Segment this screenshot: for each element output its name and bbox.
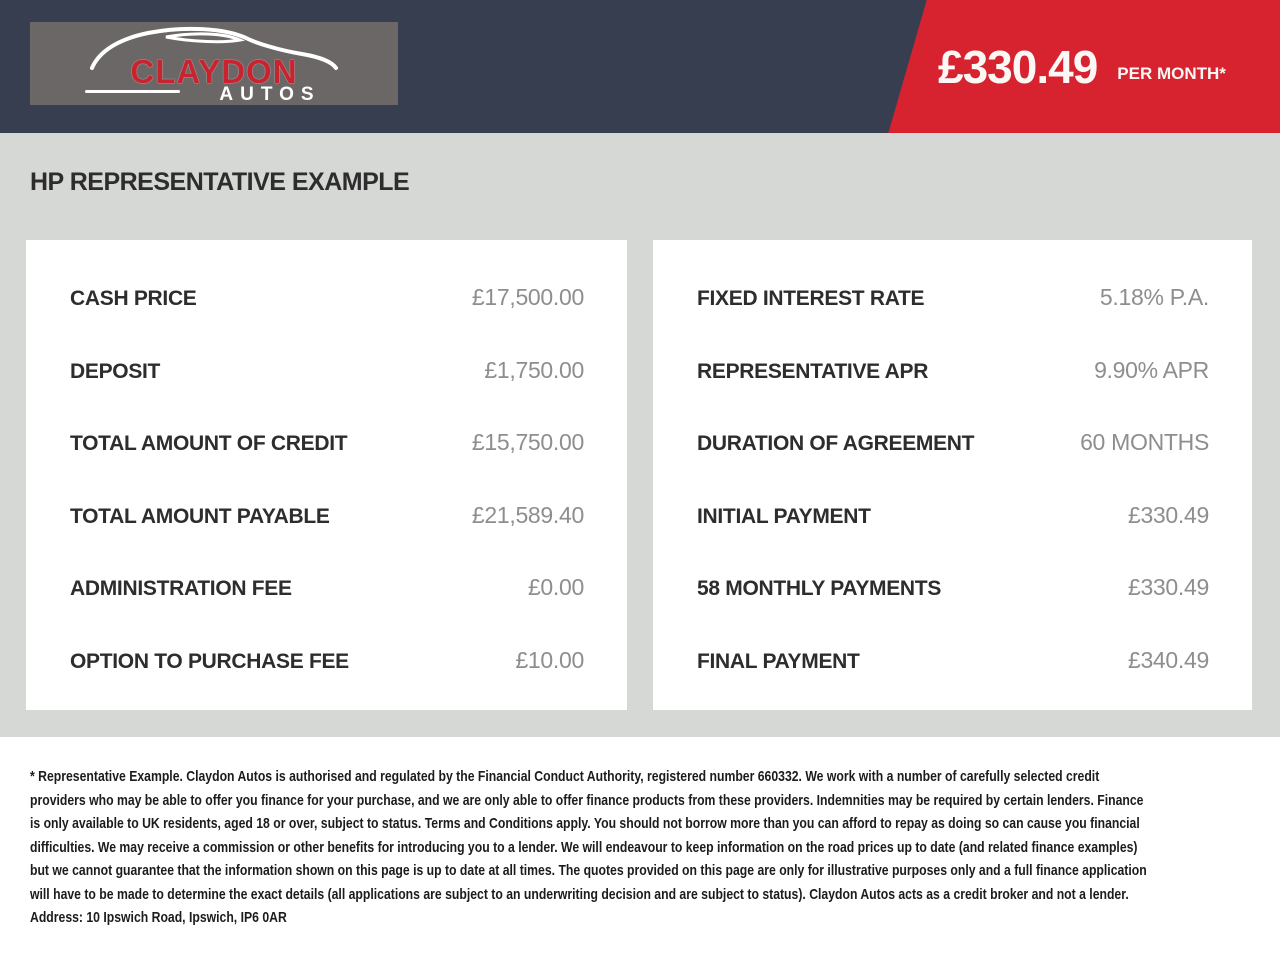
finance-row-label: FIXED INTEREST RATE xyxy=(697,287,925,310)
finance-row-label: OPTION TO PURCHASE FEE xyxy=(70,649,349,673)
finance-row-value: £340.49 xyxy=(1127,646,1209,673)
finance-row-label: 58 MONTHLY PAYMENTS xyxy=(697,577,942,601)
footer: * Representative Example. Claydon Autos … xyxy=(0,737,1280,960)
dealer-logo: CLAYDON AUTOS xyxy=(30,22,398,105)
finance-row-value: 5.18% P.A. xyxy=(1099,284,1209,310)
finance-row-value: £21,589.40 xyxy=(471,501,584,528)
finance-row: FINAL PAYMENT £340.49 xyxy=(697,647,1209,674)
finance-row-value: £10.00 xyxy=(515,646,584,673)
price-banner xyxy=(888,0,1280,133)
finance-row-label: INITIAL PAYMENT xyxy=(697,504,871,528)
finance-row: REPRESENTATIVE APR 9.90% APR xyxy=(697,357,1209,384)
page-title: HP REPRESENTATIVE EXAMPLE xyxy=(30,168,410,196)
finance-row-label: DURATION OF AGREEMENT xyxy=(697,432,975,456)
finance-row: DURATION OF AGREEMENT 60 MONTHS xyxy=(697,429,1209,456)
header: £330.49 PER MONTH* CLAYDON AUTOS xyxy=(0,0,1280,133)
logo-swoosh xyxy=(85,90,180,93)
finance-row: 58 MONTHLY PAYMENTS £330.49 xyxy=(697,574,1209,601)
monthly-price: £330.49 PER MONTH* xyxy=(938,0,1226,133)
finance-row-label: REPRESENTATIVE APR xyxy=(697,359,929,383)
finance-row-value: 60 MONTHS xyxy=(1080,429,1209,456)
logo-sub-text: AUTOS xyxy=(219,84,321,105)
finance-row: TOTAL AMOUNT PAYABLE £21,589.40 xyxy=(70,502,584,529)
finance-row-label: ADMINISTRATION FEE xyxy=(70,577,292,601)
finance-panel-left: CASH PRICE £17,500.00 DEPOSIT £1,750.00 … xyxy=(26,240,627,710)
monthly-price-suffix: PER MONTH* xyxy=(1117,63,1226,83)
logo-brand-text: CLAYDON xyxy=(130,53,298,90)
finance-row: CASH PRICE £17,500.00 xyxy=(70,284,584,311)
finance-row-label: FINAL PAYMENT xyxy=(697,649,860,673)
finance-row-value: £15,750.00 xyxy=(471,429,584,456)
finance-row-value: £330.49 xyxy=(1127,501,1209,528)
monthly-price-amount: £330.49 xyxy=(938,40,1098,93)
finance-row-value: £17,500.00 xyxy=(471,284,584,310)
finance-row-label: TOTAL AMOUNT OF CREDIT xyxy=(70,432,348,456)
finance-row: DEPOSIT £1,750.00 xyxy=(70,357,584,384)
finance-row-value: £0.00 xyxy=(527,574,584,601)
finance-row: OPTION TO PURCHASE FEE £10.00 xyxy=(70,647,584,674)
finance-row-label: DEPOSIT xyxy=(70,359,161,383)
finance-row-value: 9.90% APR xyxy=(1094,356,1209,383)
finance-row-label: CASH PRICE xyxy=(70,287,197,310)
finance-row: INITIAL PAYMENT £330.49 xyxy=(697,502,1209,529)
finance-row-value: £1,750.00 xyxy=(484,356,584,383)
finance-row: TOTAL AMOUNT OF CREDIT £15,750.00 xyxy=(70,429,584,456)
finance-row-value: £330.49 xyxy=(1127,574,1209,601)
disclaimer-text: * Representative Example. Claydon Autos … xyxy=(30,768,1147,926)
finance-panel-right: FIXED INTEREST RATE 5.18% P.A. REPRESENT… xyxy=(653,240,1252,710)
finance-row: ADMINISTRATION FEE £0.00 xyxy=(70,574,584,601)
finance-row-label: TOTAL AMOUNT PAYABLE xyxy=(70,504,330,528)
finance-row: FIXED INTEREST RATE 5.18% P.A. xyxy=(697,284,1209,311)
car-outline-icon xyxy=(90,26,338,70)
